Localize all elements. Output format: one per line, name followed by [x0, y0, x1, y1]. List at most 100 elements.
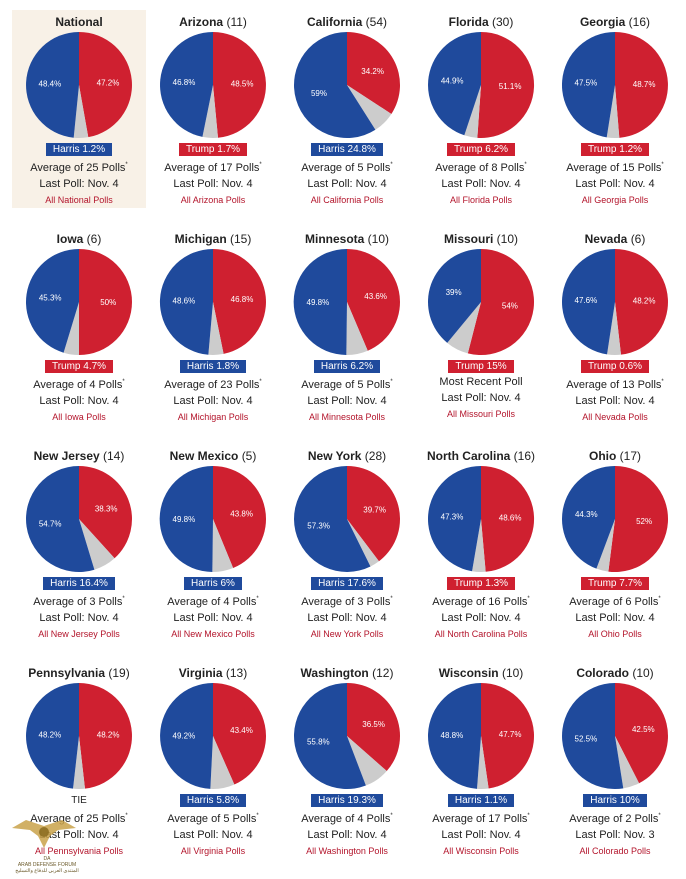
state-name: Georgia: [579, 15, 626, 29]
other-slice: [79, 519, 115, 570]
poll-card: Arizona (11) 48.5% 46.8% Trump 1.7% Average …: [146, 10, 280, 208]
all-polls-link[interactable]: All National Polls: [45, 195, 113, 205]
harris-slice: [428, 32, 481, 136]
harris-slice: [293, 248, 347, 355]
trump-slice: [608, 466, 669, 572]
watermark-text: DA ARAB DEFENSE FORUM المنتدى العربي للد…: [15, 856, 79, 874]
state-title: Iowa (6): [12, 232, 146, 246]
all-polls-link[interactable]: All Georgia Polls: [581, 195, 649, 205]
state-title: National: [12, 15, 146, 29]
all-polls-link[interactable]: All Ohio Polls: [588, 629, 642, 639]
footnote-marker: *: [661, 162, 664, 168]
electoral-votes: (15): [230, 232, 252, 246]
state-name: Minnesota: [304, 232, 365, 246]
trump-pct-label: 47.7%: [499, 730, 522, 739]
other-slice: [73, 736, 85, 789]
state-title: Nevada (6): [548, 232, 682, 246]
all-polls-link[interactable]: All Virginia Polls: [180, 846, 246, 856]
state-name: Missouri: [443, 232, 494, 246]
all-polls-link[interactable]: All California Polls: [310, 195, 384, 205]
footnote-marker: *: [524, 162, 527, 168]
state-name: Wisconsin: [438, 666, 499, 680]
poll-card: Michigan (15) 46.8% 48.6% Harris 1.8% Averag…: [146, 227, 280, 425]
harris-pct-label: 48.8%: [441, 731, 464, 740]
trump-slice: [347, 466, 401, 562]
state-name: Washington: [300, 666, 369, 680]
state-title: Missouri (10): [414, 232, 548, 246]
poll-count-text: Average of 5 Polls: [167, 813, 257, 825]
harris-pct-label: 39%: [446, 288, 462, 297]
trump-slice: [79, 683, 132, 789]
all-polls-link[interactable]: All Wisconsin Polls: [443, 846, 519, 856]
all-polls-link[interactable]: All Washington Polls: [306, 846, 388, 856]
poll-card: North Carolina (16) 48.6% 47.3% Trump 1.3% A…: [414, 444, 548, 642]
state-title: Wisconsin (10): [414, 666, 548, 680]
pie-chart: 43.6% 49.8%: [293, 248, 400, 356]
trump-slice: [347, 249, 400, 351]
all-polls-link[interactable]: All Florida Polls: [449, 195, 513, 205]
last-poll-date: Last Poll: Nov. 4: [39, 829, 119, 841]
poll-count: Most Recent Poll: [414, 374, 548, 390]
all-polls-link[interactable]: All Minnesota Polls: [308, 412, 386, 422]
trump-slice: [79, 249, 132, 355]
other-slice: [212, 519, 234, 573]
harris-pct-label: 48.2%: [39, 730, 62, 739]
last-poll-date: Last Poll: Nov. 4: [307, 612, 387, 624]
trump-pct-label: 46.8%: [231, 295, 254, 304]
pie-chart: 46.8% 48.6%: [159, 248, 266, 356]
harris-pct-label: 49.8%: [173, 515, 196, 524]
footnote-marker: *: [390, 379, 393, 385]
pie-chart: 48.5% 46.8%: [160, 32, 266, 138]
eagle-logo-icon: [12, 820, 76, 848]
poll-card: Georgia (16) 48.7% 47.5% Trump 1.2% Average …: [548, 10, 682, 208]
poll-count: Average of 2 Polls*: [548, 808, 682, 827]
pie-chart: 48.2% 48.2%: [26, 683, 132, 789]
all-polls-link[interactable]: All North Carolina Polls: [434, 629, 528, 639]
spread-badge: Harris 17.6%: [311, 577, 383, 590]
other-slice: [347, 519, 379, 567]
trump-pct-label: 43.4%: [230, 726, 253, 735]
last-poll-date: Last Poll: Nov. 4: [173, 178, 253, 190]
footnote-marker: *: [390, 813, 393, 819]
all-polls-link[interactable]: All Arizona Polls: [180, 195, 246, 205]
poll-count: Average of 16 Polls*: [414, 591, 548, 610]
all-polls-link[interactable]: All New Mexico Polls: [171, 629, 255, 639]
all-polls-link[interactable]: All Pennsylvania Polls: [34, 846, 124, 856]
all-polls-link[interactable]: All New York Polls: [310, 629, 384, 639]
trump-pct-label: 48.2%: [633, 296, 656, 305]
harris-pct-label: 44.3%: [575, 510, 598, 519]
pie-chart: 52% 44.3%: [561, 466, 669, 572]
other-slice: [606, 85, 620, 138]
poll-card: Missouri (10) 54% 39% Trump 15% Most Recent …: [414, 227, 548, 425]
spread-badge: Harris 6%: [184, 577, 242, 590]
state-title: Minnesota (10): [280, 232, 414, 246]
trump-pct-label: 52%: [636, 517, 652, 526]
trump-pct-label: 48.2%: [97, 730, 120, 739]
state-name: Virginia: [178, 666, 223, 680]
state-name: New York: [307, 449, 362, 463]
spread-badge: Trump 1.7%: [178, 143, 248, 156]
poll-count-text: Average of 6 Polls: [569, 596, 659, 608]
poll-count-text: Average of 23 Polls: [164, 379, 260, 391]
footnote-marker: *: [122, 379, 125, 385]
all-polls-link[interactable]: All Missouri Polls: [446, 409, 515, 419]
all-polls-link[interactable]: All New Jersey Polls: [38, 629, 120, 639]
harris-slice: [561, 466, 615, 569]
all-polls-link[interactable]: All Michigan Polls: [177, 412, 249, 422]
poll-count: Average of 25 Polls*: [12, 808, 146, 827]
trump-pct-label: 48.5%: [231, 80, 254, 89]
state-name: Florida: [448, 15, 489, 29]
spread-badge: Trump 6.2%: [446, 143, 516, 156]
poll-card: New Mexico (5) 43.8% 49.8% Harris 6% Average…: [146, 444, 280, 642]
all-polls-link[interactable]: All Iowa Polls: [52, 412, 106, 422]
last-poll-date: Last Poll: Nov. 4: [307, 178, 387, 190]
other-slice: [202, 85, 218, 138]
poll-count: Average of 17 Polls*: [414, 808, 548, 827]
electoral-votes: (13): [225, 666, 248, 680]
all-polls-link[interactable]: All Nevada Polls: [582, 412, 648, 422]
spread-badge: Trump 4.7%: [44, 360, 114, 373]
other-slice: [346, 302, 368, 356]
all-polls-link[interactable]: All Colorado Polls: [579, 846, 651, 856]
pie-chart: 43.8% 49.8%: [159, 465, 267, 573]
trump-slice: [481, 465, 535, 572]
